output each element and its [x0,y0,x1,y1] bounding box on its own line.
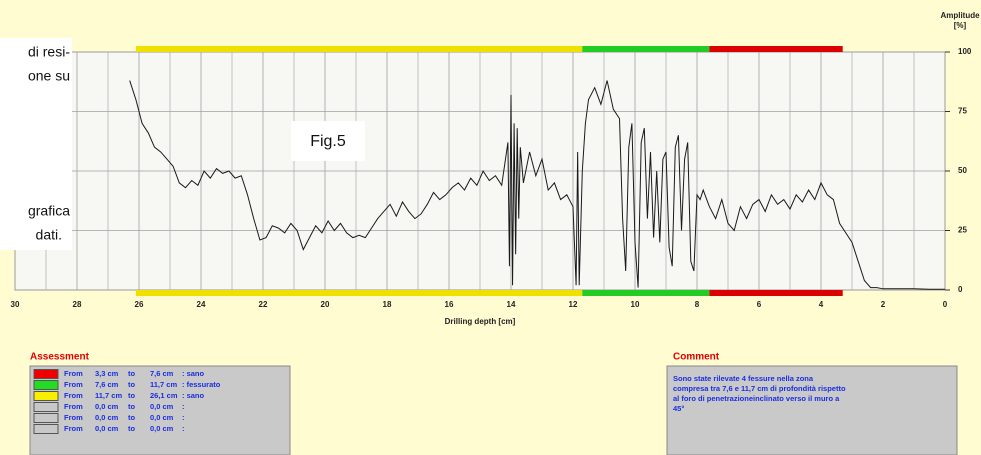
x-tick-label: 0 [943,300,948,309]
x-axis-label: Drilling depth [cm] [445,317,516,326]
comment-title: Comment [673,352,720,363]
overlay-text: dati. [36,227,62,243]
assessment-panel [29,365,291,455]
amplitude-line [129,80,945,290]
y-tick-label: 100 [958,47,972,56]
comment-line: compresa tra 7,6 e 11,7 cm di profondità… [673,384,846,393]
x-tick-label: 26 [135,300,144,309]
x-tick-label: 18 [383,300,392,309]
to-value: 26,1 cm [150,391,178,400]
x-tick-label: 24 [197,300,206,309]
band-bottom [709,290,843,296]
assessment-swatch [33,424,59,434]
comment-line: al foro di penetrazioneinclinato verso i… [673,394,840,403]
result: : sano [182,391,205,400]
result: : sano [182,369,205,378]
to-label: to [128,413,135,422]
assessment-swatch [33,369,59,379]
to-label: to [128,424,135,433]
from-value: 3,3 cm [95,369,119,378]
comment-line: Sono state rilevate 4 fessure nella zona [673,374,814,383]
x-tick-label: 8 [695,300,700,309]
x-tick-label: 10 [631,300,640,309]
figure-label-box [291,121,365,161]
from-value: 7,6 cm [95,380,119,389]
x-tick-label: 6 [757,300,762,309]
x-tick-label: 2 [881,300,886,309]
from-value: 11,7 cm [95,391,122,400]
to-value: 11,7 cm [150,380,177,389]
from-value: 0,0 cm [95,402,119,411]
y-tick-label: 25 [958,226,967,235]
band-bottom [582,290,710,296]
band-top [135,46,583,52]
x-tick-label: 12 [569,300,578,309]
to-label: to [128,391,135,400]
from-value: 0,0 cm [95,424,119,433]
assessment-swatch [33,402,59,412]
to-value: 7,6 cm [150,369,174,378]
overlay-text: di resi- [28,44,70,60]
to-label: to [128,402,135,411]
from-value: 0,0 cm [95,413,119,422]
band-bottom [135,290,583,296]
x-tick-label: 30 [11,300,20,309]
x-tick-label: 28 [73,300,82,309]
result: : [182,413,185,422]
x-tick-label: 4 [819,300,824,309]
result: : fessurato [182,380,221,389]
figure-label: Fig.5 [310,133,346,150]
assessment-swatch [33,380,59,390]
overlay-text-box [0,38,72,250]
x-tick-label: 20 [321,300,330,309]
band-top [709,46,843,52]
to-label: to [128,369,135,378]
y-tick-label: 75 [958,107,967,116]
from-label: From [64,380,83,389]
y-axis-label: Amplitude [940,11,980,20]
comment-line: 45° [673,404,684,413]
to-value: 0,0 cm [150,413,174,422]
y-axis-unit: [%] [954,21,967,30]
x-tick-label: 22 [259,300,268,309]
from-label: From [64,391,83,400]
from-label: From [64,424,83,433]
x-tick-label: 16 [445,300,454,309]
assessment-title: Assessment [30,352,90,363]
from-label: From [64,413,83,422]
y-tick-label: 50 [958,166,967,175]
from-label: From [64,369,83,378]
assessment-swatch [33,413,59,423]
to-value: 0,0 cm [150,402,174,411]
from-label: From [64,402,83,411]
result: : [182,402,185,411]
band-top [582,46,710,52]
overlay-text: one su [28,68,70,84]
result: : [182,424,185,433]
y-tick-label: 0 [958,285,963,294]
assessment-swatch [33,391,59,401]
overlay-text: grafica [28,203,70,219]
comment-panel [666,365,958,455]
to-value: 0,0 cm [150,424,174,433]
to-label: to [128,380,135,389]
x-tick-label: 14 [507,300,516,309]
